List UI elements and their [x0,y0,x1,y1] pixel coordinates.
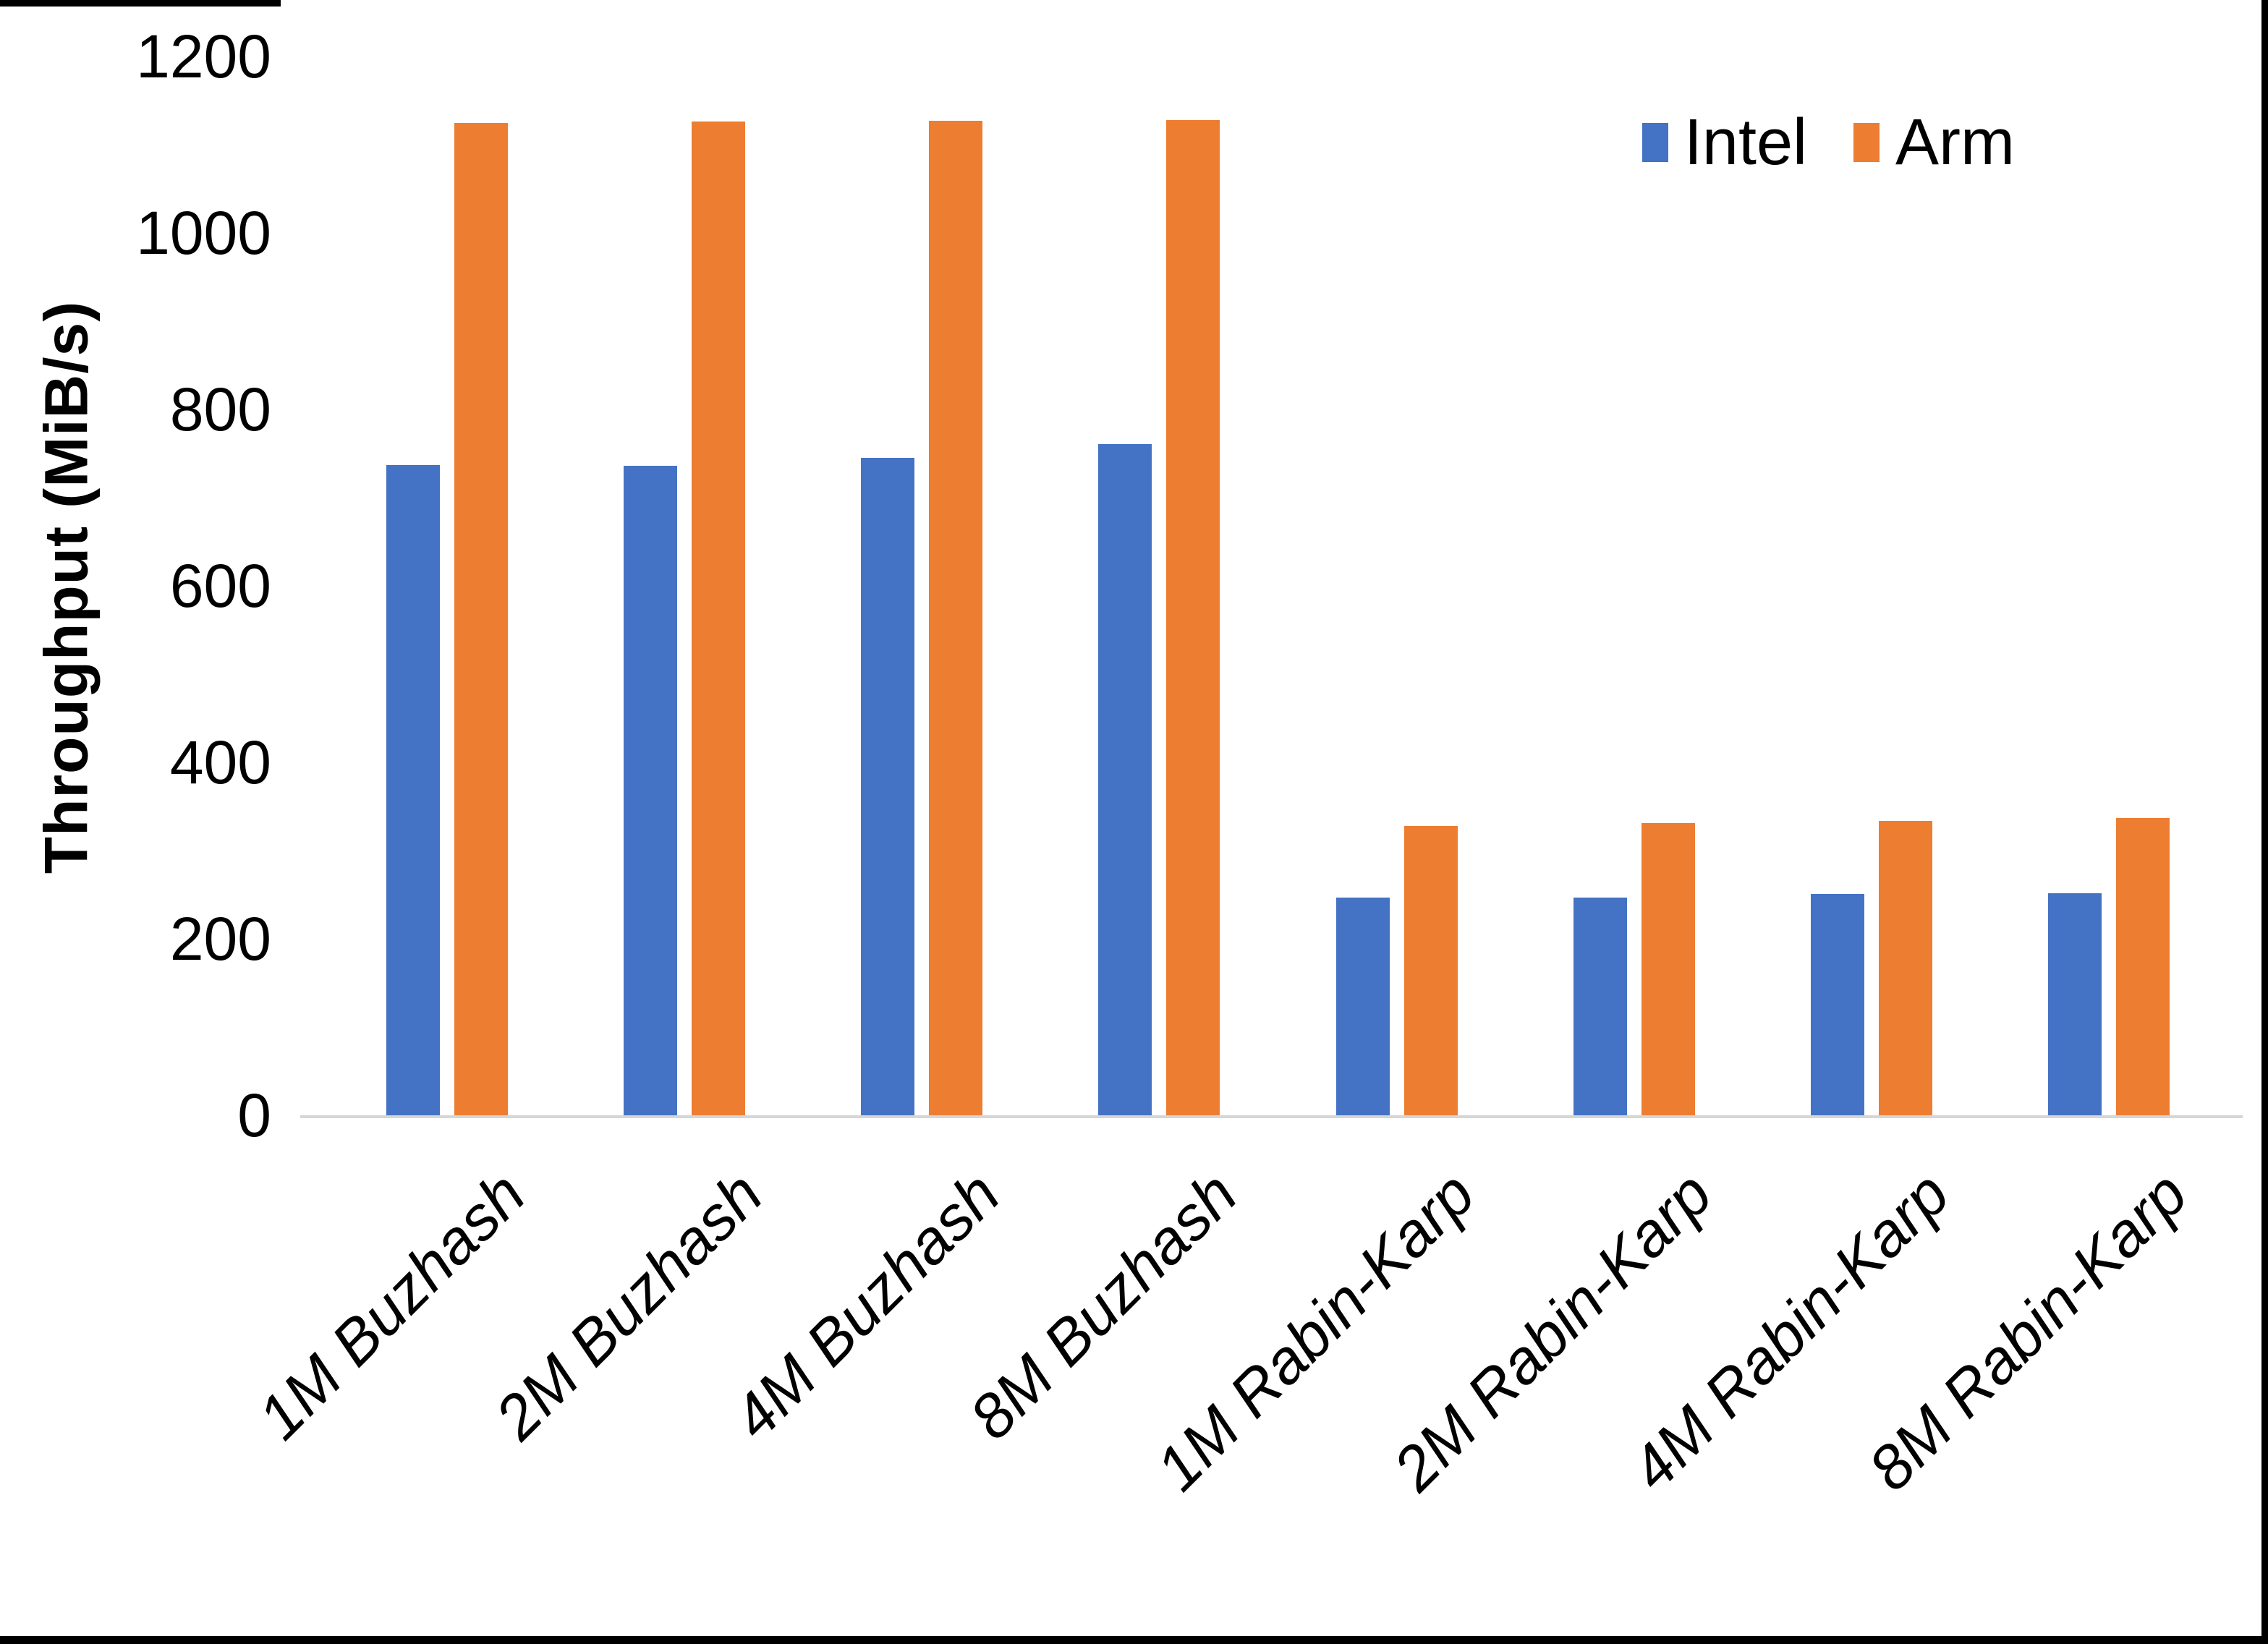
y-tick-label: 200 [169,905,271,973]
bar-intel-5 [1335,897,1390,1115]
bar-arm-2 [692,122,746,1115]
bar-intel-2 [624,466,678,1115]
bar-arm-5 [1403,825,1458,1115]
bar-arm-6 [1641,823,1695,1115]
legend-swatch-arm [1853,123,1880,162]
bar-intel-3 [861,458,915,1115]
bar-arm-3 [929,121,983,1115]
bar-arm-7 [1878,820,1932,1115]
y-tick-label: 600 [169,552,271,620]
bar-intel-8 [2047,893,2102,1115]
screenshot-edge-right [2261,0,2268,1644]
bar-intel-4 [1098,443,1152,1115]
y-tick-label: 1000 [136,199,271,267]
bar-arm-1 [454,122,508,1115]
bar-arm-8 [2115,817,2170,1115]
y-tick-label: 1200 [136,22,271,90]
x-axis-line [300,1115,2243,1118]
legend-item-arm: Arm [1853,110,2015,175]
y-tick-label: 800 [169,375,271,443]
legend-label-intel: Intel [1683,106,1808,179]
bar-intel-1 [386,464,440,1115]
legend-item-intel: Intel [1641,106,1808,179]
screenshot-edge-top [0,0,281,7]
bar-intel-7 [1810,893,1864,1115]
screenshot-edge-bottom [0,1636,2268,1644]
legend: Intel Arm [1641,106,2015,179]
legend-label-arm: Arm [1895,106,2015,179]
y-tick-label: 400 [169,728,271,796]
legend-swatch-intel [1641,123,1668,162]
y-tick-label: 0 [237,1081,271,1149]
bar-arm-4 [1166,119,1220,1115]
bar-intel-6 [1573,897,1627,1115]
